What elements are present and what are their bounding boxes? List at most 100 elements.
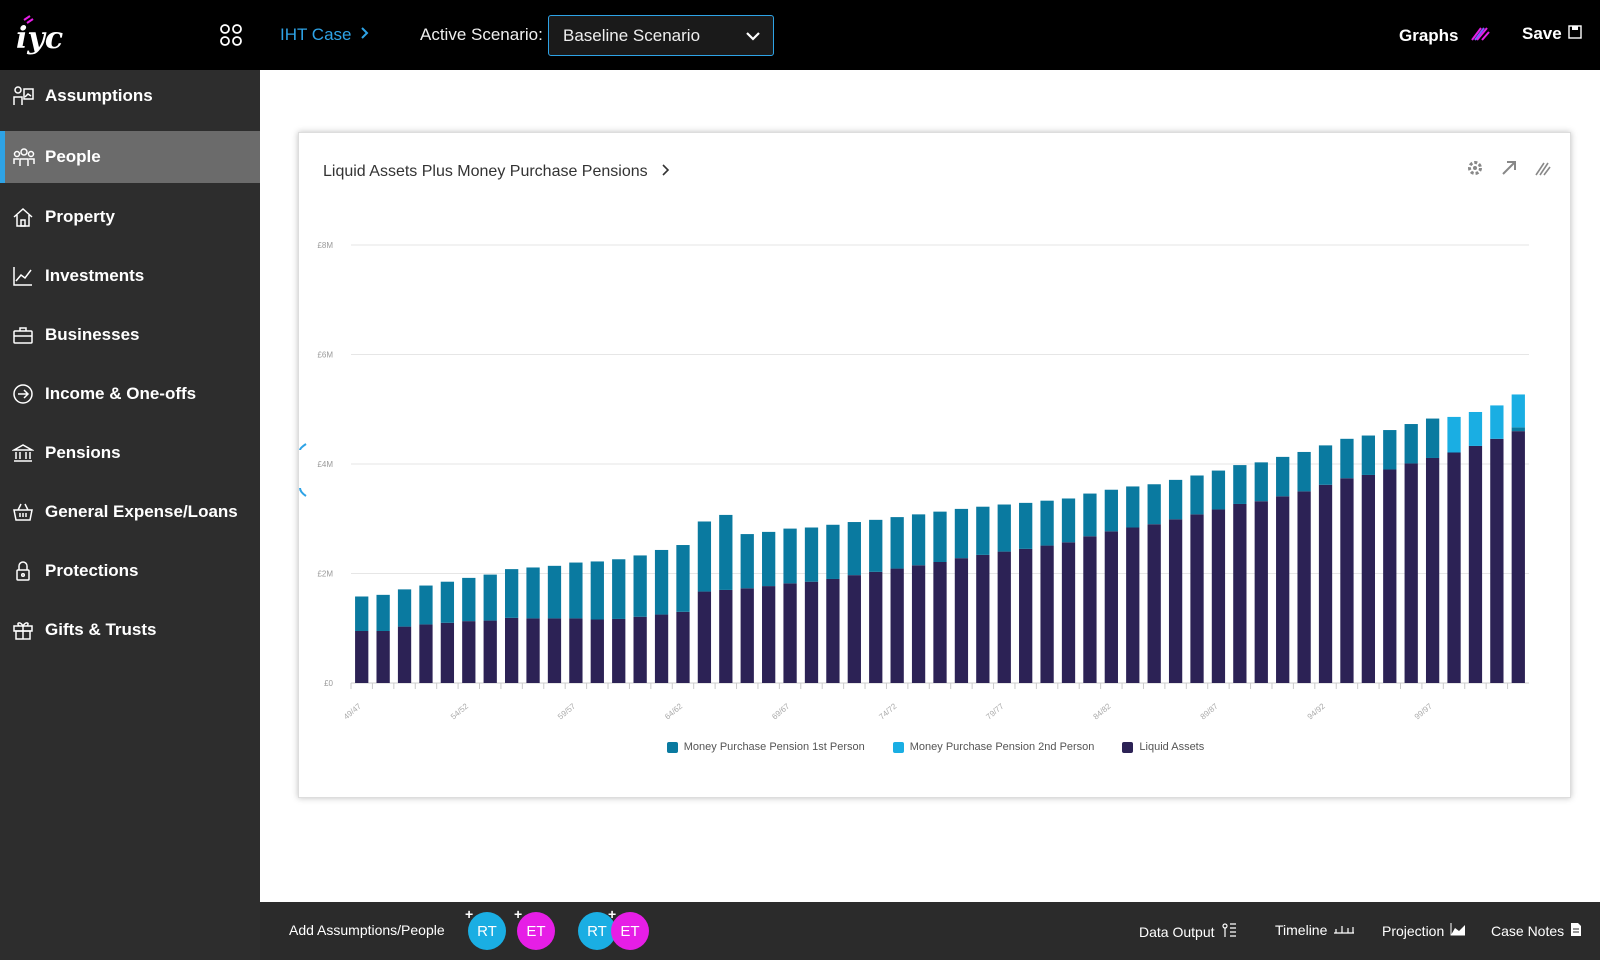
bar-segment	[997, 504, 1011, 552]
x-tick-label: 79/77	[984, 701, 1006, 721]
save-label: Save	[1522, 24, 1562, 43]
sidebar-item-expenses[interactable]: General Expense/Loans	[0, 486, 260, 538]
legend-label: Liquid Assets	[1139, 741, 1205, 753]
bar-segment	[462, 577, 476, 622]
projection-link[interactable]: Projection	[1382, 922, 1466, 939]
scenario-label: Active Scenario:	[420, 25, 543, 44]
bar-segment	[419, 585, 433, 625]
apps-grid-icon[interactable]	[220, 24, 242, 46]
x-tick-label: 94/92	[1306, 701, 1328, 721]
bar-segment	[1447, 452, 1461, 683]
sidebar-item-label: Pensions	[45, 443, 121, 462]
legend-item-mpp1[interactable]: Money Purchase Pension 1st Person	[666, 741, 865, 753]
chart-toolbar	[1466, 159, 1552, 177]
avatar-initials: ET	[620, 922, 640, 940]
briefcase-icon	[12, 324, 34, 346]
bar-segment	[740, 588, 754, 683]
bar-segment	[547, 565, 562, 619]
legend-item-mpp2[interactable]: Money Purchase Pension 2nd Person	[892, 741, 1095, 753]
bar-segment	[783, 528, 797, 584]
bar-segment	[762, 531, 776, 587]
resize-handle[interactable]	[298, 440, 310, 500]
x-tick-label: 69/67	[770, 701, 792, 721]
chart-title-link[interactable]: Liquid Assets Plus Money Purchase Pensio…	[323, 163, 670, 181]
brand-logo[interactable]: iyc	[14, 14, 84, 56]
bar-segment	[976, 506, 990, 555]
home-icon	[12, 206, 34, 228]
bar-segment	[1211, 509, 1226, 683]
bottom-bar: Add Assumptions/People + RT + ET RT + ET…	[260, 902, 1600, 960]
bar-segment	[719, 589, 733, 683]
add-people-label: Add Assumptions/People	[289, 922, 445, 938]
bar-segment	[440, 622, 455, 683]
pair-et-avatar[interactable]: + ET	[608, 906, 649, 950]
data-output-icon	[1221, 922, 1237, 941]
assumptions-icon	[12, 85, 34, 107]
bar-segment	[547, 618, 562, 683]
bar-segment	[869, 519, 883, 572]
y-tick-label: £2M	[317, 570, 333, 579]
sidebar-item-protections[interactable]: Protections	[0, 545, 260, 597]
sidebar-item-property[interactable]: Property	[0, 191, 260, 243]
bar-segment	[1040, 545, 1054, 683]
sidebar-item-people[interactable]: People	[0, 131, 260, 183]
case-breadcrumb[interactable]: IHT Case	[280, 25, 370, 45]
sidebar-item-pensions[interactable]: Pensions	[0, 427, 260, 479]
bar-segment	[847, 575, 861, 683]
bar-segment	[483, 574, 497, 621]
bar-segment	[933, 511, 947, 563]
gear-icon[interactable]	[1466, 159, 1484, 177]
bar-segment	[590, 561, 604, 620]
bar-segment	[697, 591, 712, 683]
bar-segment	[1490, 438, 1504, 683]
top-bar: iyc IHT Case Active Scenario: Baseline S…	[0, 0, 1600, 70]
bar-segment	[355, 596, 369, 631]
case-notes-label: Case Notes	[1491, 923, 1565, 939]
bar-segment	[954, 558, 969, 683]
expand-arrow-icon[interactable]	[1500, 159, 1518, 177]
sidebar-item-gifts[interactable]: Gifts & Trusts	[0, 604, 260, 656]
sidebar-item-income[interactable]: Income & One-offs	[0, 368, 260, 420]
bar-segment	[462, 621, 476, 683]
sidebar-item-assumptions[interactable]: Assumptions	[0, 70, 260, 122]
sidebar: Assumptions People Property Investments …	[0, 70, 260, 960]
scenario-select[interactable]: Baseline Scenario	[548, 15, 774, 56]
sidebar-item-investments[interactable]: Investments	[0, 250, 260, 302]
plus-icon: +	[514, 906, 523, 922]
case-notes-link[interactable]: Case Notes	[1491, 922, 1582, 940]
chart-title: Liquid Assets Plus Money Purchase Pensio…	[323, 163, 648, 180]
bar-segment	[1083, 493, 1097, 537]
plus-icon: +	[608, 906, 617, 922]
add-person-et-avatar[interactable]: + ET	[514, 906, 555, 950]
graphs-button[interactable]: Graphs	[1399, 24, 1491, 47]
lock-icon	[12, 560, 34, 582]
pair-rt-avatar[interactable]: RT	[578, 912, 616, 950]
area-chart-icon	[1450, 922, 1466, 939]
legend-item-liquid[interactable]: Liquid Assets	[1122, 741, 1204, 753]
data-output-label: Data Output	[1139, 923, 1215, 940]
x-tick-label: 99/97	[1413, 701, 1435, 721]
sidebar-item-label: People	[45, 147, 101, 166]
sidebar-item-label: General Expense/Loans	[45, 502, 238, 521]
graph-style-icon[interactable]	[1534, 159, 1552, 177]
add-person-rt-avatar[interactable]: + RT	[465, 906, 506, 950]
timeline-link[interactable]: Timeline	[1275, 922, 1355, 938]
sidebar-item-label: Income & One-offs	[45, 384, 197, 403]
sidebar-item-businesses[interactable]: Businesses	[0, 309, 260, 361]
bar-segment	[826, 524, 840, 579]
bar-segment	[504, 617, 519, 683]
legend-swatch	[892, 741, 904, 753]
bar-segment	[612, 618, 626, 683]
bar-segment	[1361, 474, 1376, 683]
bar-segment	[397, 626, 412, 683]
legend-label: Money Purchase Pension 1st Person	[683, 741, 865, 753]
bar-segment	[1340, 478, 1354, 683]
bar-segment	[1211, 470, 1226, 510]
chart-line-icon	[12, 265, 34, 287]
avatar-initials: RT	[477, 922, 497, 940]
save-button[interactable]: Save	[1522, 24, 1582, 44]
bar-segment	[1340, 438, 1354, 479]
legend-label: Money Purchase Pension 2nd Person	[909, 741, 1095, 753]
arrow-circle-icon	[12, 383, 34, 405]
data-output-link[interactable]: Data Output	[1139, 922, 1237, 941]
